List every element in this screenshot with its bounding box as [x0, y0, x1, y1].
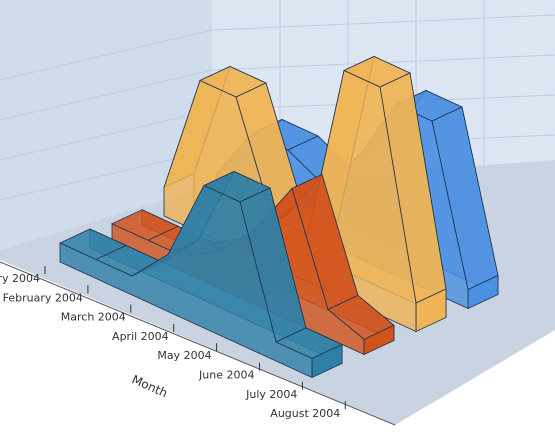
axis: January 2004 February 2004 March 2004 April…	[0, 266, 346, 420]
category-axis	[0, 261, 396, 426]
x-tick-label: February 2004	[3, 291, 83, 304]
plot	[59, 55, 499, 379]
area	[59, 184, 313, 379]
x-tick-label: June 2004	[198, 369, 254, 382]
x-tick-label: March 2004	[61, 311, 126, 324]
wall-grid-line	[211, 14, 555, 31]
series	[163, 55, 447, 333]
wall-grid-line	[0, 69, 213, 121]
wall-grid-line	[0, 109, 213, 161]
x-tick-label: July 2004	[245, 388, 297, 401]
x-tick-label: May 2004	[157, 349, 211, 362]
x-tick-label: August 2004	[270, 407, 340, 420]
wall-grid-line	[0, 29, 213, 81]
axis-title: Month	[130, 372, 170, 400]
x-tick-label: January 2004	[0, 272, 40, 285]
x-tick-label: April 2004	[112, 330, 169, 343]
series	[59, 170, 343, 379]
